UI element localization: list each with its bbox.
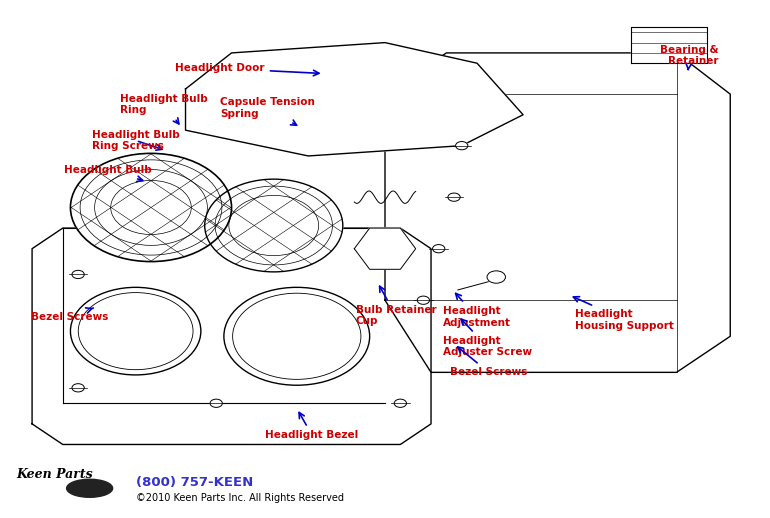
Polygon shape [354, 228, 416, 269]
Text: Capsule Tension
Spring: Capsule Tension Spring [220, 97, 315, 125]
Text: Headlight Bulb
Ring: Headlight Bulb Ring [120, 94, 208, 124]
Circle shape [72, 270, 84, 279]
Polygon shape [631, 27, 707, 63]
Text: Bearing &
Retainer: Bearing & Retainer [660, 45, 718, 69]
Text: Headlight Door: Headlight Door [176, 63, 319, 76]
Polygon shape [186, 42, 523, 156]
Text: (800) 757-KEEN: (800) 757-KEEN [136, 476, 253, 488]
Circle shape [70, 153, 232, 262]
Ellipse shape [66, 479, 112, 497]
Text: Headlight
Housing Support: Headlight Housing Support [574, 297, 675, 330]
Polygon shape [32, 228, 431, 444]
Polygon shape [385, 53, 730, 372]
Text: Headlight Bulb: Headlight Bulb [65, 165, 152, 181]
Circle shape [224, 287, 370, 385]
Circle shape [70, 287, 201, 375]
Text: Bulb Retainer
Cup: Bulb Retainer Cup [356, 286, 437, 326]
Text: ©2010 Keen Parts Inc. All Rights Reserved: ©2010 Keen Parts Inc. All Rights Reserve… [136, 493, 343, 503]
Circle shape [72, 384, 84, 392]
Circle shape [456, 141, 468, 150]
Text: Headlight
Adjuster Screw: Headlight Adjuster Screw [443, 319, 531, 357]
Text: Bezel Screws: Bezel Screws [31, 308, 108, 322]
Circle shape [417, 296, 430, 305]
Circle shape [487, 271, 505, 283]
Text: Headlight
Adjustment: Headlight Adjustment [443, 293, 511, 327]
Circle shape [210, 399, 223, 407]
Circle shape [433, 244, 445, 253]
Circle shape [394, 399, 407, 407]
Text: Keen Parts: Keen Parts [17, 468, 93, 481]
Text: Headlight Bulb
Ring Screws: Headlight Bulb Ring Screws [92, 130, 179, 151]
Circle shape [448, 193, 460, 202]
Text: Headlight Bezel: Headlight Bezel [266, 412, 359, 440]
Text: Bezel Screws: Bezel Screws [450, 347, 527, 377]
Circle shape [205, 179, 343, 272]
